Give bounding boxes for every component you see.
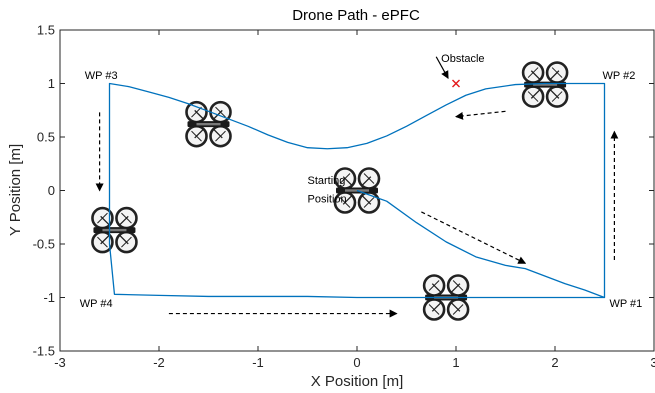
drone-blade (191, 106, 202, 118)
y-tick-label: -1.5 (33, 344, 55, 359)
y-tick-label: 1.5 (37, 23, 55, 38)
drone-arm (530, 70, 541, 80)
drone-arm (213, 129, 223, 139)
drone-blade (428, 304, 440, 315)
drone-blade (551, 67, 563, 78)
drone-arm (431, 302, 442, 312)
drone-icon (185, 100, 232, 148)
drone-arm (550, 89, 560, 99)
annotation-wp1: WP #1 (609, 298, 642, 310)
x-tick-label: 1 (452, 355, 459, 370)
drone-body-stripe (102, 228, 127, 232)
y-tick-label: -0.5 (33, 237, 55, 252)
drone-blade (527, 91, 539, 102)
drone-arm (342, 195, 353, 205)
x-tick-label: -2 (153, 355, 165, 370)
x-tick-label: 3 (650, 355, 655, 370)
drone-icon (521, 61, 569, 108)
drone-icon (333, 167, 381, 214)
drone-blade (551, 91, 563, 102)
direction-arrow (455, 110, 506, 120)
drone-blade (97, 212, 108, 224)
drone-icon (91, 206, 138, 254)
x-axis-title: X Position [m] (311, 373, 404, 390)
drone-blade (363, 173, 375, 184)
annotation-wp3: WP #3 (85, 70, 118, 82)
x-tick-label: -3 (54, 355, 66, 370)
path-series-line (108, 82, 606, 299)
y-tick-label: -1 (43, 290, 55, 305)
drone-arm (550, 70, 560, 80)
drone-arm (431, 283, 442, 293)
ticks-layer: -3 -2 -1 0 1 2 3 -1.5 -1 -0.5 0 0.5 1 1.5 (33, 23, 655, 371)
drone-arm (100, 235, 110, 245)
drone-blade (215, 106, 226, 118)
drone-blade (97, 236, 108, 248)
direction-arrow (421, 211, 527, 264)
drone-blade (428, 280, 440, 291)
drone-blade (121, 236, 132, 248)
drone-arm (119, 235, 129, 245)
drone-blade (339, 173, 351, 184)
drone-arm (119, 215, 129, 226)
x-tick-label: 2 (551, 355, 558, 370)
drone-arm (361, 195, 372, 205)
drone-body-stripe (196, 122, 221, 126)
drone-arm (451, 283, 461, 293)
y-tick-label: 0 (48, 183, 55, 198)
chart-title: Drone Path - ePFC (292, 7, 420, 24)
drone-blade (452, 280, 464, 291)
drone-arm (530, 89, 541, 99)
annotation-start-label-2: Position (308, 193, 347, 205)
drone-blade (121, 212, 132, 224)
drone-body-stripe (533, 83, 558, 86)
annotation-obstacle-label: Obstacle (441, 53, 484, 65)
path-layer (108, 79, 606, 299)
obstacle-stroke (452, 79, 460, 88)
obstacle-marker (452, 79, 460, 88)
drone-blade (339, 197, 351, 208)
drone-icon (422, 274, 470, 321)
annotation-wp4: WP #4 (80, 298, 113, 310)
x-tick-label: -1 (252, 355, 264, 370)
drone-arm (451, 302, 461, 312)
obstacle-pointer-arrow (435, 56, 449, 80)
drone-blade (363, 197, 375, 208)
x-tick-label: 0 (353, 355, 360, 370)
drone-arm (342, 176, 353, 186)
drone-arm (194, 129, 204, 139)
drone-arm (194, 109, 204, 120)
drone-arm (100, 215, 110, 226)
drone-blade (215, 130, 226, 142)
y-tick-label: 0.5 (37, 130, 55, 145)
annotations-layer: WP #1 WP #2 WP #3 WP #4 Obstacle Starting Posi… (80, 53, 642, 310)
y-axis-title: Y Position [m] (7, 144, 24, 236)
annotation-start-label-1: Starting (308, 175, 346, 187)
drone-blade (452, 304, 464, 315)
drone-blade (527, 67, 539, 78)
annotation-wp2: WP #2 (603, 70, 636, 82)
arrows-layer (95, 56, 619, 318)
drone-arm (361, 176, 372, 186)
y-tick-label: 1 (48, 76, 55, 91)
drone-blade (191, 130, 202, 142)
drones-layer (91, 61, 569, 321)
